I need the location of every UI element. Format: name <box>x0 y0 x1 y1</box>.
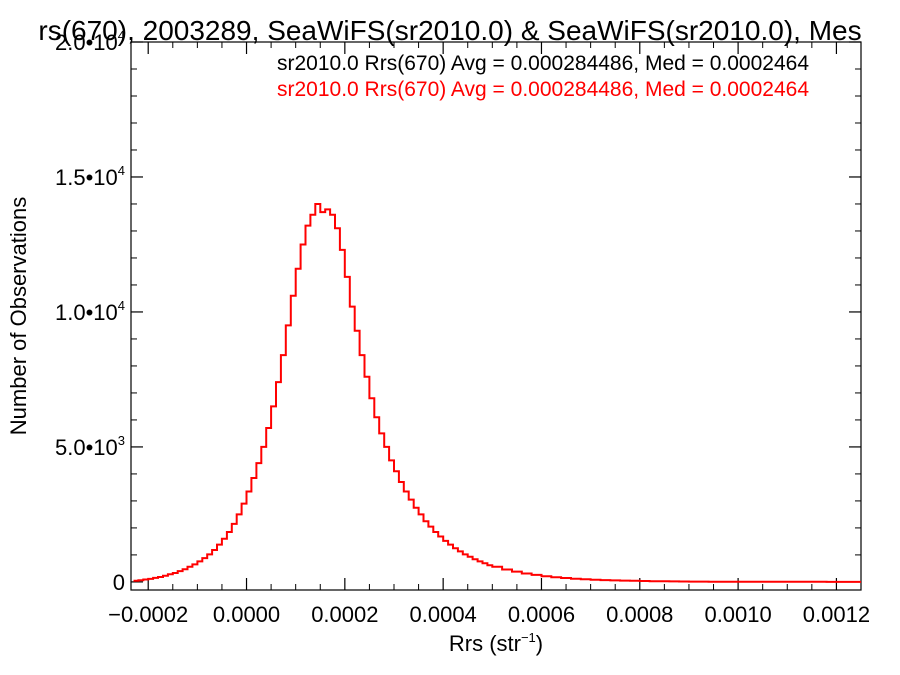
chart-title: rs(670), 2003289, SeaWiFS(sr2010.0) & Se… <box>38 15 861 46</box>
y-tick-exponent: 4 <box>118 28 125 43</box>
x-axis-label-end: ) <box>536 631 543 656</box>
histogram-series-0 <box>133 203 861 583</box>
y-tick-mantissa: 0 <box>113 570 125 595</box>
y-tick-label: 5.0•103 <box>55 433 125 460</box>
y-tick-exponent: 4 <box>118 298 125 313</box>
legend-entry-black: sr2010.0 Rrs(670) Avg = 0.000284486, Med… <box>277 52 809 75</box>
y-tick-label: 1.5•104 <box>55 163 125 190</box>
y-tick-exponent: 4 <box>118 163 125 178</box>
y-tick-mantissa: 1.5•10 <box>55 165 118 190</box>
x-tick-label: −0.0002 <box>108 602 188 627</box>
x-axis-label-main: Rrs (str <box>449 631 521 656</box>
y-tick-exponent: 3 <box>118 433 125 448</box>
legend-entry-red: sr2010.0 Rrs(670) Avg = 0.000284486, Med… <box>277 78 809 101</box>
y-axis-label: Number of Observations <box>6 197 31 435</box>
x-tick-label: 0.0004 <box>410 602 477 627</box>
plot-frame <box>130 41 862 591</box>
y-tick-label: 0 <box>113 570 125 595</box>
y-tick-mantissa: 1.0•10 <box>55 300 118 325</box>
y-tick-label: 1.0•104 <box>55 298 125 325</box>
x-tick-label: 0.0002 <box>311 602 378 627</box>
x-tick-label: 0.0012 <box>803 602 870 627</box>
y-tick-mantissa: 2.0•10 <box>55 30 118 55</box>
x-tick-label: 0.0008 <box>606 602 673 627</box>
series-layer <box>133 203 861 583</box>
x-tick-label: 0.0006 <box>508 602 575 627</box>
y-tick-mantissa: 5.0•10 <box>55 435 118 460</box>
y-tick-label: 2.0•104 <box>55 28 125 55</box>
x-tick-label: 0.0000 <box>213 602 280 627</box>
x-axis-ticks: −0.0002 0.0000 0.0002 0.0004 0.0006 0.0008 0.0… <box>108 42 870 627</box>
legend: sr2010.0 Rrs(670) Avg = 0.000284486, Med… <box>277 52 809 101</box>
x-axis-label-sup: −1 <box>521 630 536 645</box>
x-tick-label: 0.0010 <box>704 602 771 627</box>
x-axis-label: Rrs (str−1) <box>449 630 543 656</box>
